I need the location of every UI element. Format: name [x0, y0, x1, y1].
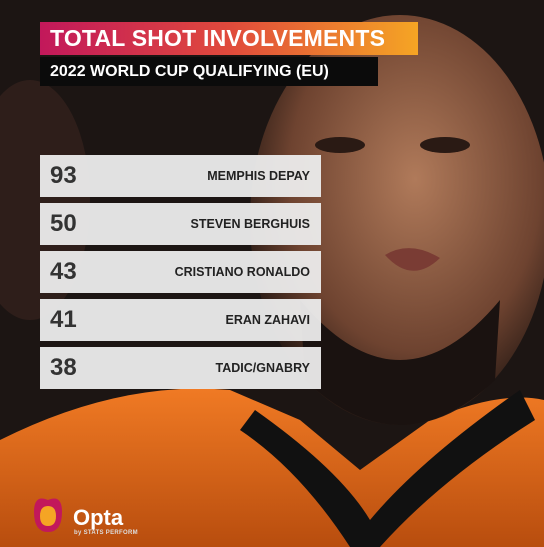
row-player: TADIC/GNABRY — [215, 361, 310, 375]
row-player: STEVEN BERGHUIS — [190, 217, 310, 231]
row-value: 50 — [50, 210, 77, 237]
row-value: 93 — [50, 162, 77, 189]
brand-byline: by STATS PERFORM — [74, 530, 138, 536]
row-value: 38 — [50, 354, 77, 381]
row-value: 43 — [50, 258, 77, 285]
brand-name: Opta — [73, 505, 124, 530]
subtitle: 2022 WORLD CUP QUALIFYING (EU) — [40, 57, 378, 86]
list-row: 93 MEMPHIS DEPAY — [40, 155, 321, 197]
list-row: 50 STEVEN BERGHUIS — [40, 203, 321, 245]
list-row: 38 TADIC/GNABRY — [40, 347, 321, 389]
list-row: 43 CRISTIANO RONALDO — [40, 251, 321, 293]
list-row: 41 ERAN ZAHAVI — [40, 299, 321, 341]
row-value: 41 — [50, 306, 77, 333]
title: TOTAL SHOT INVOLVEMENTS — [40, 22, 418, 55]
row-player: ERAN ZAHAVI — [225, 313, 311, 327]
row-player: MEMPHIS DEPAY — [207, 169, 310, 183]
row-player: CRISTIANO RONALDO — [174, 265, 310, 279]
